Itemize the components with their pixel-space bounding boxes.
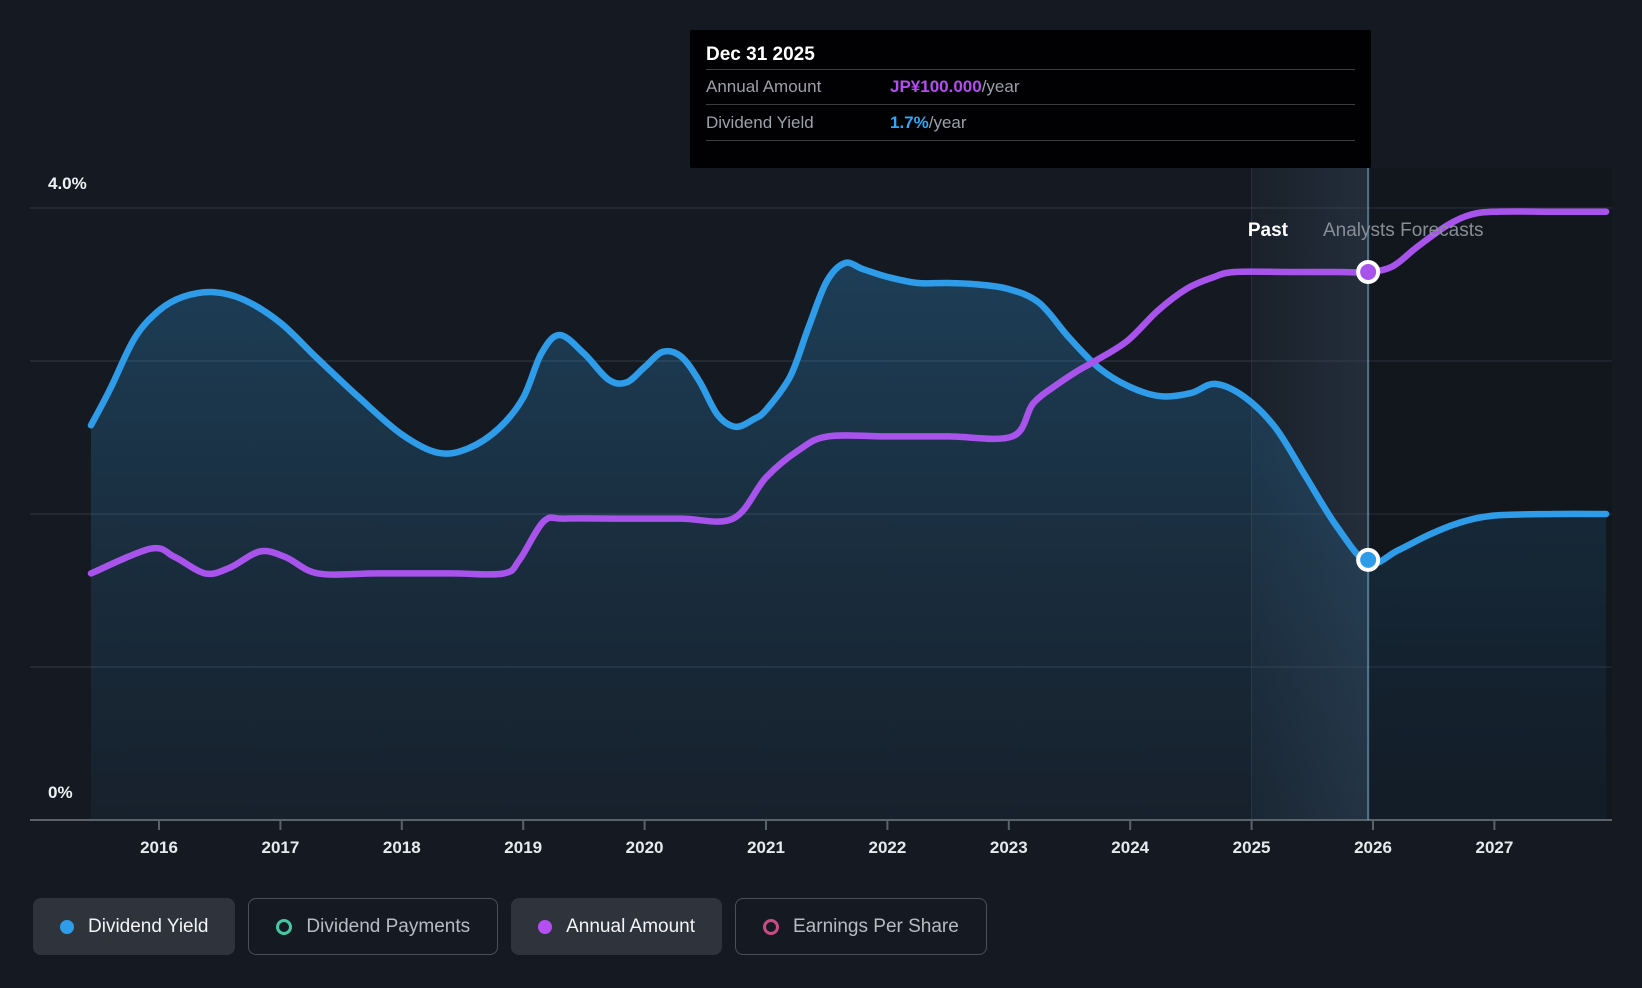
x-axis-label-2022: 2022 — [868, 838, 906, 857]
legend-item-dividend-yield[interactable]: Dividend Yield — [33, 898, 236, 955]
dividend-yield-area-fill — [91, 262, 1607, 821]
x-axis-label-2027: 2027 — [1475, 838, 1513, 857]
legend-item-annual-amount[interactable]: Annual Amount — [511, 898, 722, 955]
analysts-forecasts-label: Analysts Forecasts — [1323, 220, 1484, 241]
x-axis-label-2020: 2020 — [626, 838, 664, 857]
dividend-yield-line — [87, 259, 1610, 568]
tooltip-date: Dec 31 2025 — [706, 44, 815, 65]
tooltip-value-suffix: /year — [981, 77, 1020, 96]
legend-label: Dividend Payments — [306, 915, 471, 937]
legend-item-earnings-per-share[interactable]: Earnings Per Share — [735, 898, 987, 955]
legend-label: Dividend Yield — [88, 915, 209, 937]
tooltip-value-suffix: /year — [928, 113, 967, 132]
past-label: Past — [1247, 220, 1288, 241]
legend-label: Annual Amount — [566, 915, 695, 937]
tooltip-value-dividend-yield: 1.7% — [890, 113, 929, 132]
hover-tooltip: Dec 31 2025 Annual Amount JP¥100.000/yea… — [690, 30, 1371, 168]
forecast-region-shade — [1368, 168, 1612, 820]
x-axis-label-2021: 2021 — [747, 838, 785, 857]
tooltip-label: Annual Amount — [706, 77, 822, 96]
x-axis-label-2019: 2019 — [504, 838, 542, 857]
marker-annual-amount[interactable] — [1356, 260, 1381, 284]
x-axis-label-2017: 2017 — [261, 838, 299, 857]
series-outline-circle-icon — [763, 918, 779, 935]
x-axis-label-2016: 2016 — [140, 838, 178, 857]
y-axis-label-bottom: 0% — [48, 783, 73, 802]
x-axis-label-2025: 2025 — [1233, 838, 1271, 857]
series-dot-icon — [60, 919, 74, 934]
legend-label: Earnings Per Share — [793, 915, 959, 937]
y-axis-label-top: 4.0% — [48, 174, 87, 193]
legend-item-dividend-payments[interactable]: Dividend Payments — [248, 898, 499, 955]
tooltip-row-dividend-yield: Dividend Yield 1.7%/year — [706, 104, 1355, 141]
series-dot-icon — [538, 919, 553, 934]
marker-dividend-yield[interactable] — [1356, 547, 1381, 572]
tooltip-row-annual-amount: Annual Amount JP¥100.000/year — [706, 69, 1355, 104]
x-axis-label-2026: 2026 — [1354, 838, 1392, 857]
series-outline-circle-icon — [276, 918, 293, 935]
x-axis-label-2024: 2024 — [1111, 838, 1149, 857]
tooltip-label: Dividend Yield — [706, 113, 814, 132]
chart-legend: Dividend Yield Dividend Payments Annual Am… — [33, 898, 987, 955]
tooltip-value-annual-amount: JP¥100.000 — [890, 77, 982, 96]
x-axis-label-2018: 2018 — [383, 838, 421, 857]
x-axis-label-2023: 2023 — [990, 838, 1028, 857]
